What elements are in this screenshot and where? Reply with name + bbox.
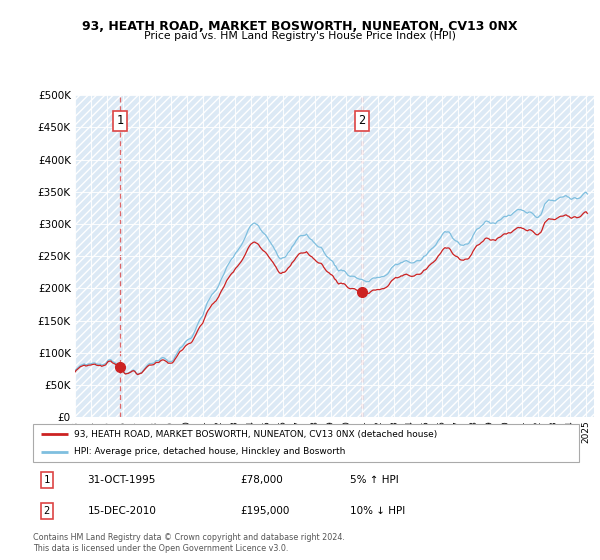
Text: HPI: Average price, detached house, Hinckley and Bosworth: HPI: Average price, detached house, Hinc… (74, 447, 346, 456)
Text: 2: 2 (358, 114, 365, 128)
Text: 31-OCT-1995: 31-OCT-1995 (88, 475, 156, 484)
Text: 10% ↓ HPI: 10% ↓ HPI (350, 506, 405, 516)
Text: £195,000: £195,000 (241, 506, 290, 516)
Text: £78,000: £78,000 (241, 475, 283, 484)
Text: 93, HEATH ROAD, MARKET BOSWORTH, NUNEATON, CV13 0NX (detached house): 93, HEATH ROAD, MARKET BOSWORTH, NUNEATO… (74, 430, 437, 438)
Text: 93, HEATH ROAD, MARKET BOSWORTH, NUNEATON, CV13 0NX: 93, HEATH ROAD, MARKET BOSWORTH, NUNEATO… (82, 20, 518, 32)
Text: 15-DEC-2010: 15-DEC-2010 (88, 506, 157, 516)
Text: Contains HM Land Registry data © Crown copyright and database right 2024.
This d: Contains HM Land Registry data © Crown c… (33, 533, 345, 553)
Text: 1: 1 (116, 114, 124, 128)
Text: Price paid vs. HM Land Registry's House Price Index (HPI): Price paid vs. HM Land Registry's House … (144, 31, 456, 41)
Text: 1: 1 (44, 475, 50, 484)
Text: 2: 2 (44, 506, 50, 516)
FancyBboxPatch shape (33, 424, 579, 462)
Text: 5% ↑ HPI: 5% ↑ HPI (350, 475, 398, 484)
